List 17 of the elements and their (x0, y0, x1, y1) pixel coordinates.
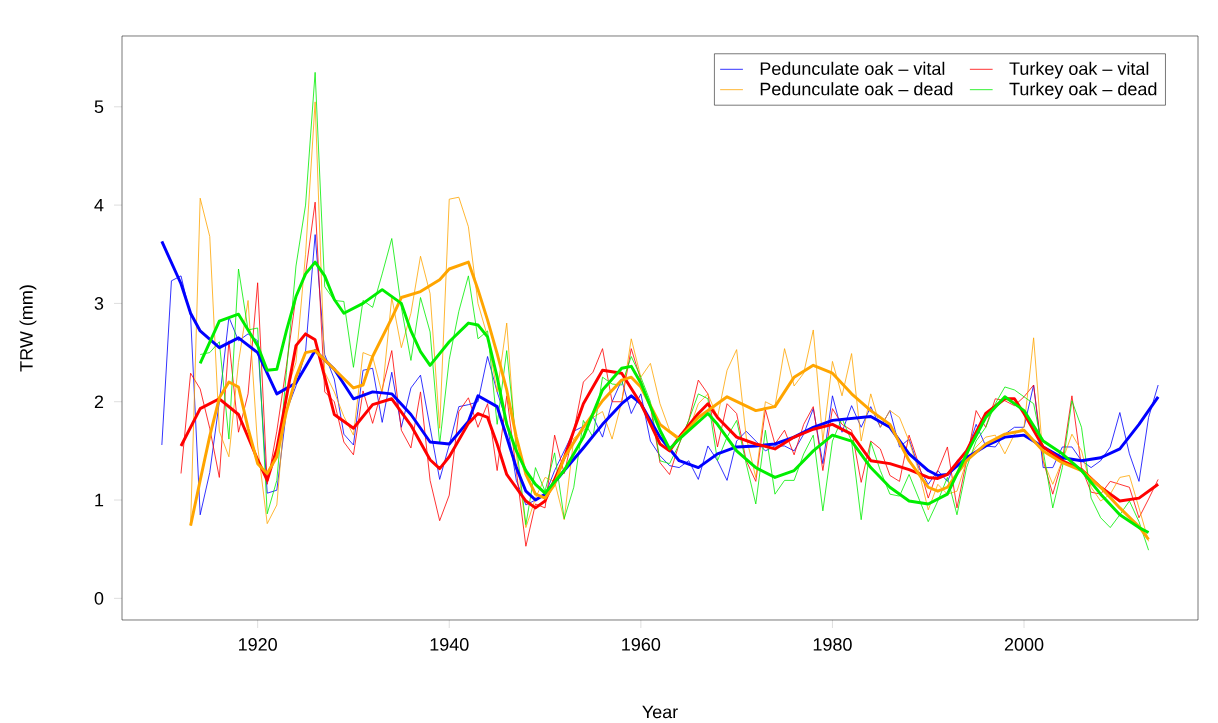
x-tick-label: 1920 (239, 638, 277, 651)
y-tick-label: 2 (94, 395, 104, 409)
x-tick-label: 1980 (813, 638, 852, 651)
y-tick-label: 1 (95, 493, 104, 507)
y-axis-title: TRW (mm) (19, 285, 37, 372)
x-tick-label: 2000 (1004, 638, 1044, 651)
y-tick-label: 4 (94, 198, 104, 212)
legend-label: Pedunculate oak – dead (760, 82, 953, 96)
legend-label: Turkey oak – vital (1009, 61, 1149, 79)
y-tick-label: 3 (94, 297, 104, 310)
legend-label: Turkey oak – dead (1009, 82, 1157, 99)
y-tick-label: 5 (94, 100, 104, 114)
x-tick-label: 1940 (430, 638, 469, 651)
x-axis-title: Year (642, 705, 678, 719)
y-tick-label: 0 (94, 591, 104, 605)
x-tick-label: 1960 (622, 638, 661, 651)
legend-label: Pedunculate oak – vital (760, 61, 945, 75)
